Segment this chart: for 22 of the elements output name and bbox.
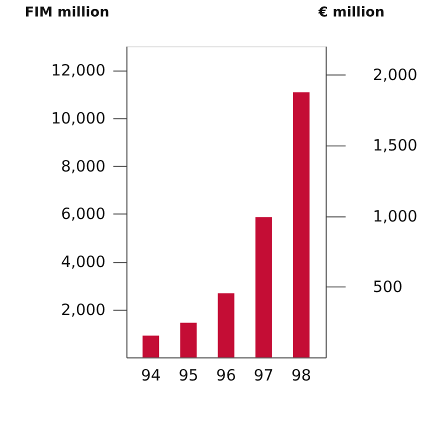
y2-axis-title: € million [317, 4, 385, 21]
bar [142, 336, 160, 358]
y-tick-label: 4,000 [60, 253, 106, 272]
y-tick-label: 2,000 [60, 300, 106, 319]
y2-tick-label: 500 [372, 278, 403, 296]
y2-tick-label: 2,000 [372, 66, 418, 84]
y-tick-label: 10,000 [51, 109, 106, 128]
y2-tick-label: 1,500 [372, 136, 418, 155]
x-tick-label: 95 [178, 366, 198, 384]
bar [293, 92, 310, 358]
y-tick-label: 6,000 [60, 205, 106, 224]
bar [180, 322, 197, 358]
y2-tick-label: 1,000 [372, 207, 418, 226]
y-tick-label: 8,000 [60, 157, 106, 176]
y-tick-label: 12,000 [51, 62, 106, 80]
x-tick-label: 97 [254, 366, 274, 384]
bar [218, 293, 234, 358]
x-tick-label: 94 [140, 366, 161, 384]
bar [255, 217, 272, 358]
x-tick-label: 98 [291, 366, 312, 384]
x-tick-label: 96 [216, 366, 236, 384]
y-axis-title: FIM million [24, 4, 110, 21]
